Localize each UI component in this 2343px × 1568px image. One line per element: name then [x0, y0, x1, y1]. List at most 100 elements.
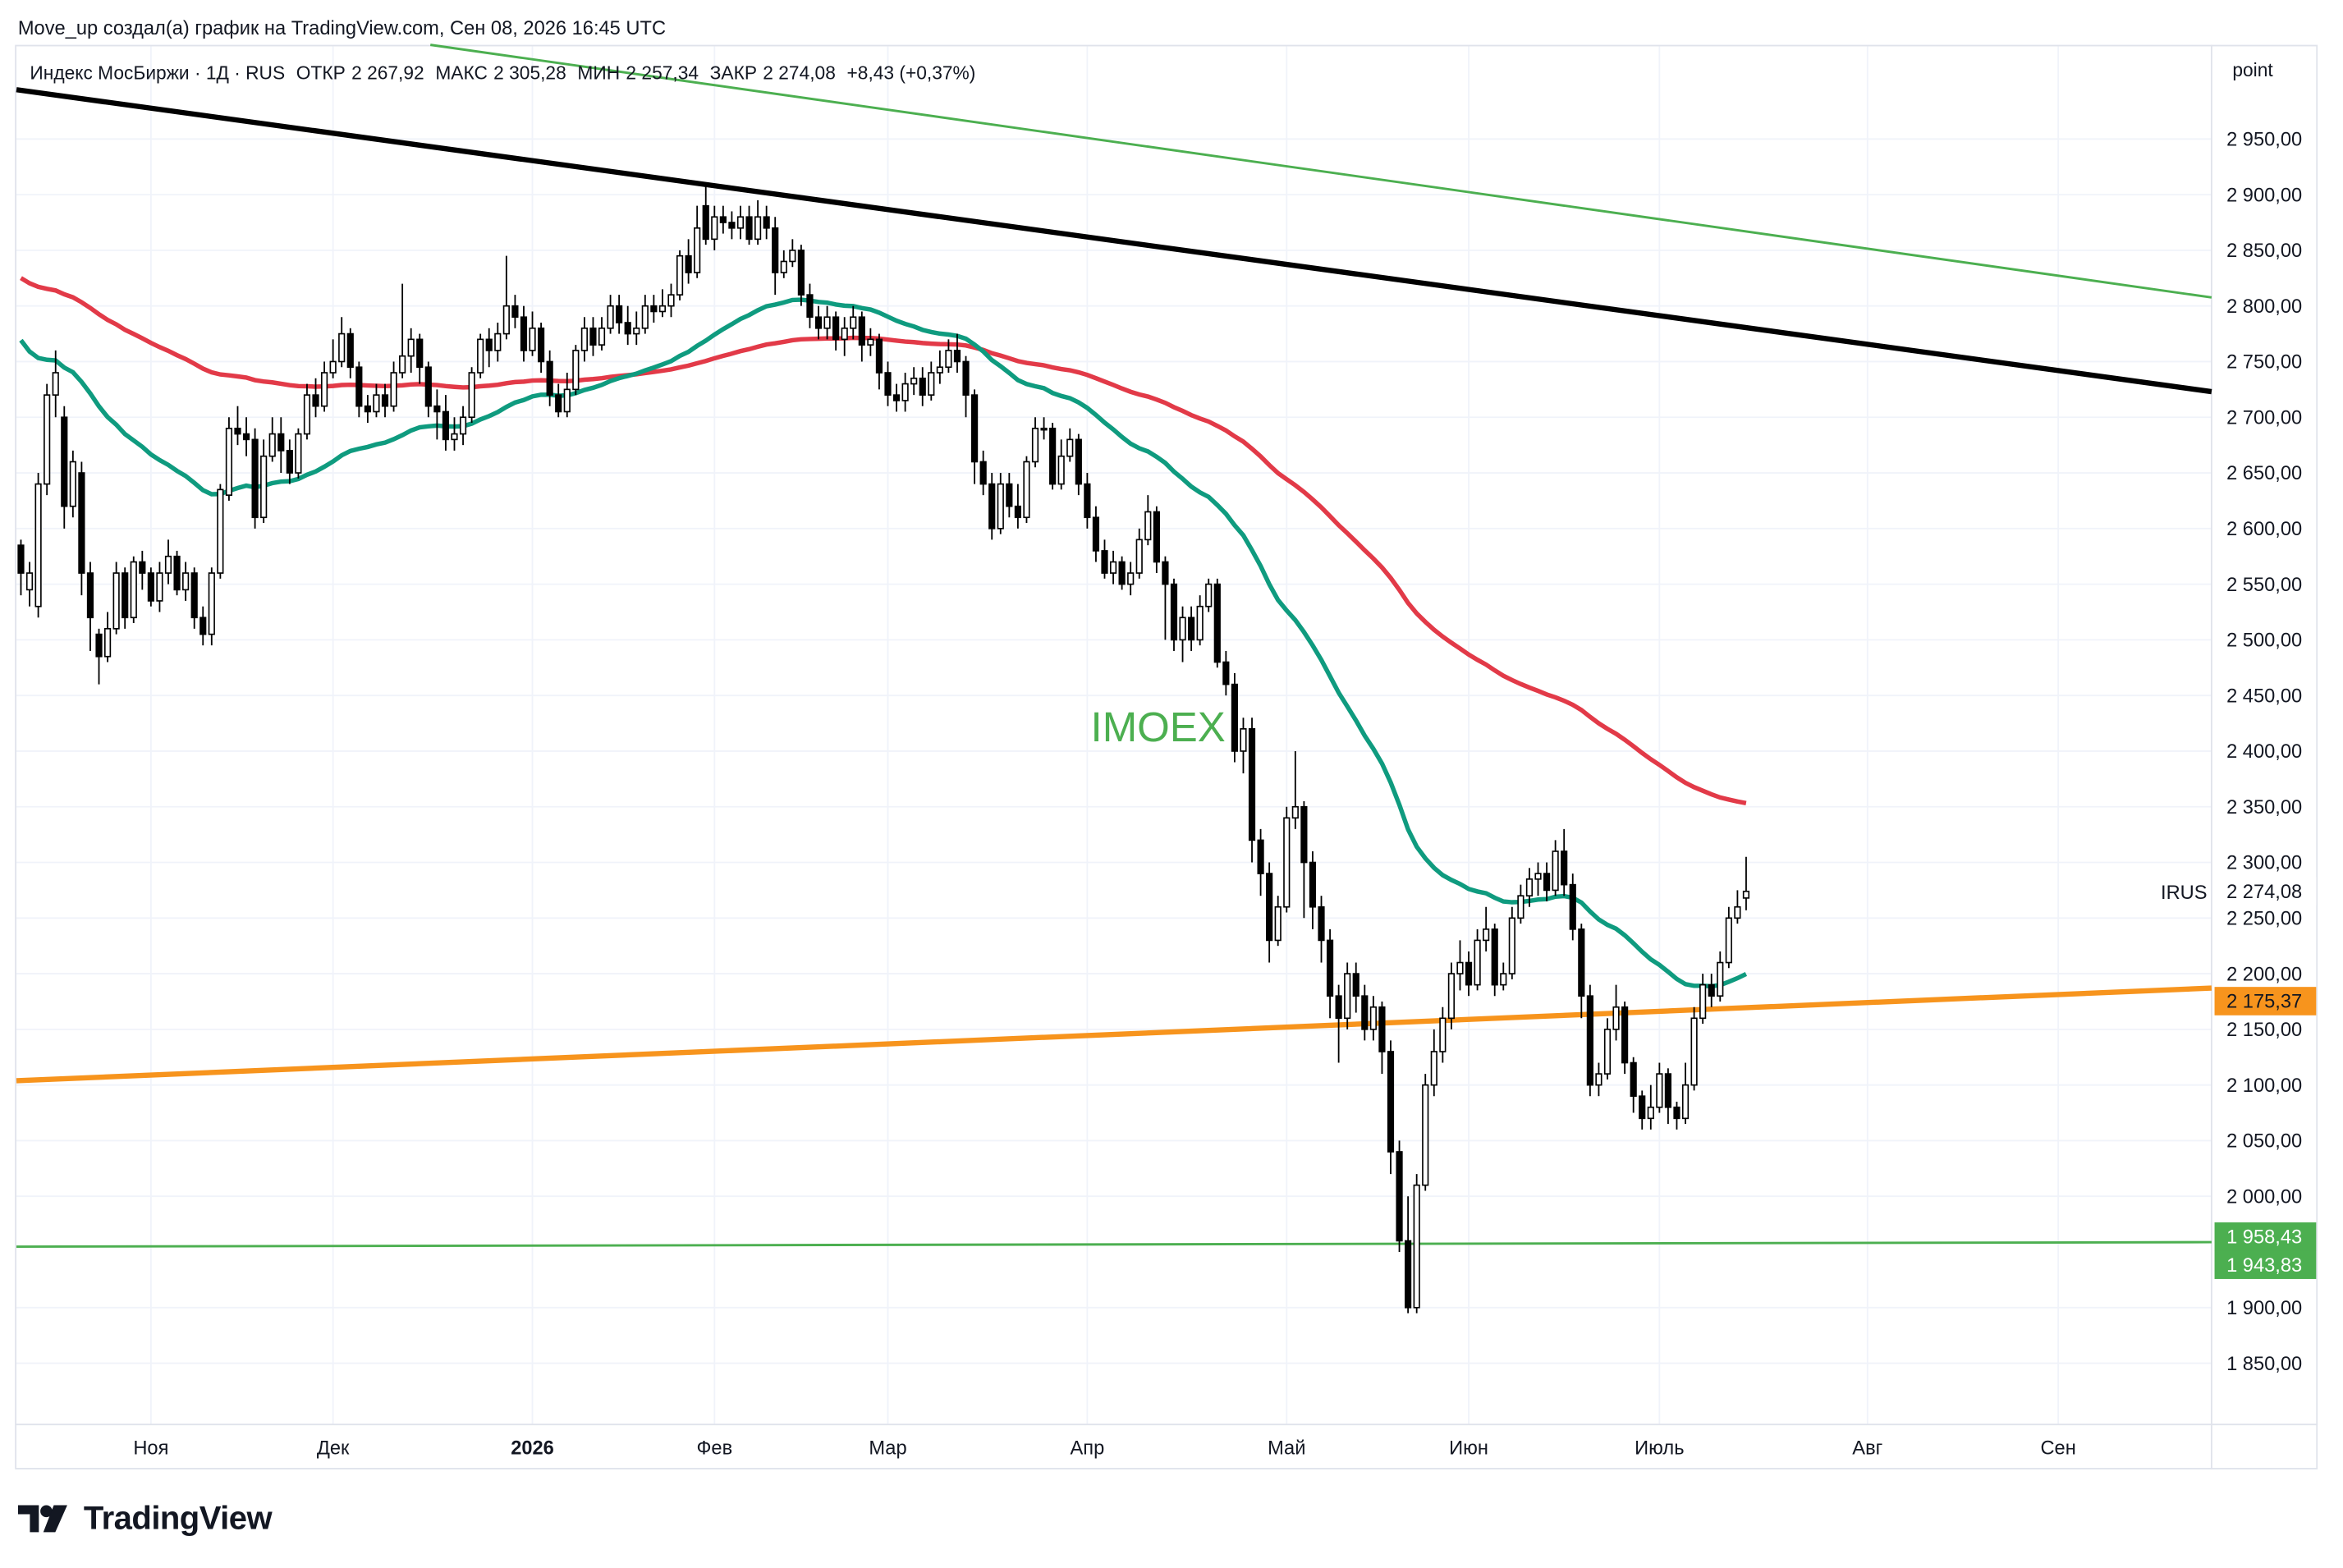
candle: [1491, 924, 1498, 997]
candle-body: [919, 377, 926, 396]
candle-body: [676, 254, 684, 296]
candle: [1413, 1174, 1420, 1314]
green-support-line: [16, 1240, 2212, 1249]
candle-body: [190, 572, 198, 619]
candle-body: [901, 383, 909, 401]
candle: [1569, 873, 1576, 941]
candle-body: [572, 350, 580, 391]
candle: [520, 305, 528, 362]
candle-body: [616, 305, 623, 323]
candle-body: [147, 572, 154, 602]
price-label-symbol: IRUS: [2161, 883, 2208, 904]
price-tick-label: 2 500,00: [2226, 630, 2302, 652]
candle-body: [1179, 617, 1186, 641]
candle: [494, 323, 502, 362]
candle: [34, 473, 42, 618]
candle: [1153, 506, 1160, 574]
candle-body: [1084, 483, 1091, 519]
candle-body: [1291, 805, 1299, 819]
legend-change: +8,43 (+0,37%): [846, 62, 976, 84]
candle-body: [225, 427, 233, 496]
scale-mode-button[interactable]: point: [2232, 59, 2273, 81]
candle: [529, 311, 536, 356]
candle: [580, 317, 588, 362]
candle-body: [130, 561, 137, 619]
candle-body: [95, 633, 103, 658]
candle: [988, 473, 996, 540]
candle: [1673, 1101, 1680, 1130]
candle: [1474, 928, 1481, 991]
legend-low-label: МИН: [577, 62, 621, 84]
candle-body: [1344, 973, 1351, 1020]
candle: [1639, 1090, 1646, 1130]
candle: [1525, 868, 1534, 907]
candle-body: [1040, 427, 1048, 431]
candle: [1049, 423, 1057, 490]
candle: [320, 361, 328, 412]
candle-body: [477, 338, 484, 374]
candle: [1447, 962, 1456, 1029]
candle: [260, 439, 268, 524]
candle: [962, 355, 970, 418]
candle-body: [1006, 483, 1013, 507]
candle: [1006, 473, 1013, 518]
candle-body: [789, 250, 796, 263]
price-label-badge: 1 943,83: [2214, 1250, 2317, 1279]
candle: [823, 305, 831, 340]
candle: [789, 239, 796, 268]
candle: [1040, 417, 1048, 440]
candle: [572, 345, 580, 396]
candle-body: [763, 216, 770, 229]
candle-body: [1361, 995, 1369, 1030]
candle: [1084, 473, 1091, 529]
price-tick-label: 2 750,00: [2226, 352, 2302, 374]
candle-body: [702, 204, 709, 241]
legend-open-value: 2 267,92: [351, 62, 424, 84]
candle: [745, 205, 753, 245]
candle: [806, 283, 814, 328]
black-trendline: [16, 87, 2212, 395]
candle-body: [1725, 917, 1732, 964]
candle-body: [424, 366, 432, 407]
candle-body: [1500, 973, 1507, 986]
candle-body: [1369, 1006, 1377, 1030]
candle-body: [658, 305, 667, 313]
candle: [1681, 1062, 1690, 1125]
candle: [407, 328, 415, 374]
candle-body: [1378, 1006, 1386, 1052]
candle-body: [1222, 661, 1230, 685]
candle: [1109, 550, 1117, 585]
candle-body: [1639, 1095, 1646, 1120]
candle-body: [1240, 728, 1247, 752]
time-tick-label: Апр: [1071, 1438, 1105, 1460]
candle: [607, 295, 614, 334]
candle: [892, 383, 901, 412]
candle: [1361, 984, 1369, 1041]
candle-body: [1681, 1084, 1690, 1120]
candle-body: [1231, 683, 1239, 752]
time-tick-label: Дек: [317, 1438, 350, 1460]
candle: [1543, 862, 1551, 901]
candle: [1092, 506, 1100, 562]
candle-body: [806, 294, 814, 319]
tradingview-footer[interactable]: TradingView: [17, 1499, 273, 1538]
candle-body: [1352, 973, 1359, 997]
candle: [1309, 850, 1317, 929]
candle: [563, 373, 571, 418]
price-label-bg: [2214, 1222, 2317, 1251]
candle: [1135, 528, 1143, 579]
candle-body: [1561, 850, 1568, 886]
candle: [694, 205, 701, 278]
candle: [416, 333, 424, 384]
candle-body: [468, 372, 475, 419]
candle-body: [667, 294, 675, 307]
candle: [867, 328, 874, 356]
candle-body: [1196, 605, 1204, 641]
candle-body: [217, 488, 224, 574]
candle-body: [711, 216, 718, 241]
candle: [147, 567, 154, 607]
candle: [355, 361, 363, 418]
candle: [44, 383, 51, 496]
candle: [1170, 578, 1178, 651]
